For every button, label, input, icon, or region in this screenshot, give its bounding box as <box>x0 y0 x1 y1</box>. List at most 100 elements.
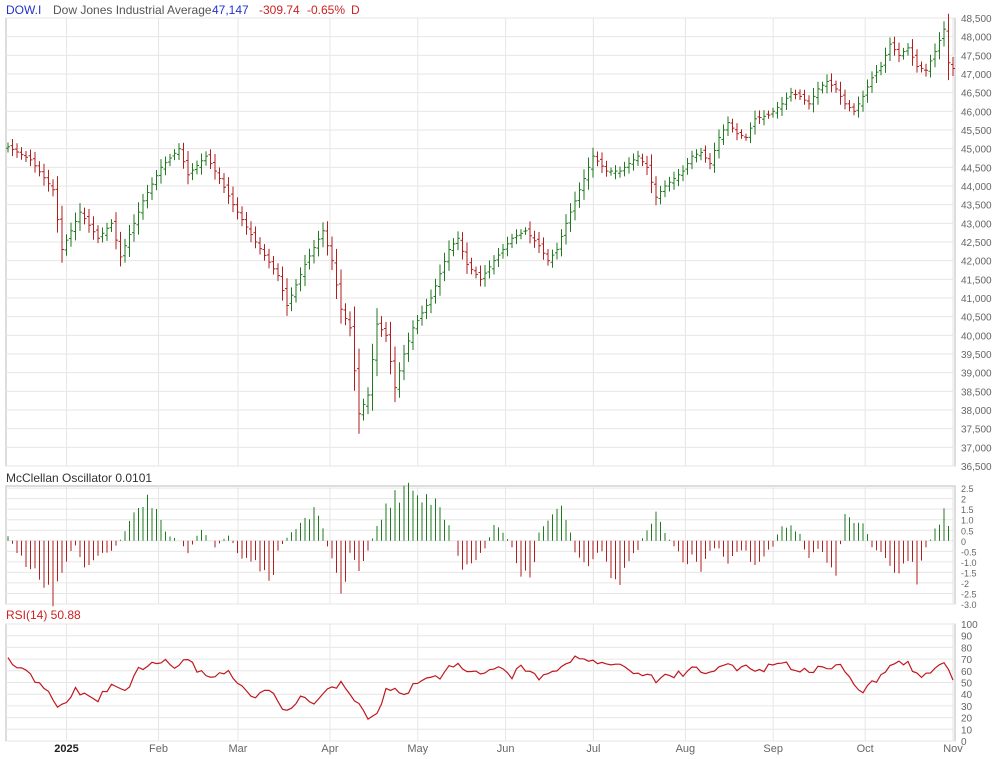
ohlc-bar <box>937 32 942 60</box>
ohlc-bar <box>100 227 105 243</box>
y-tick-label: 48,500 <box>961 14 992 25</box>
ohlc-bar <box>339 269 343 324</box>
mcclellan-label: McClellan Oscillator 0.0101 <box>6 471 152 485</box>
ohlc-bar <box>519 229 523 240</box>
y-tick-label: 20 <box>961 714 973 725</box>
ohlc-bar <box>244 211 249 235</box>
ohlc-bar <box>433 278 438 304</box>
ohlc-bar <box>573 191 577 221</box>
y-tick-label: 38,500 <box>961 387 992 398</box>
ohlc-bar <box>501 243 505 259</box>
ohlc-bar <box>222 173 226 193</box>
ohlc-bar <box>595 151 600 167</box>
ohlc-bar <box>478 265 483 287</box>
ohlc-bar <box>636 150 640 166</box>
ohlc-bar <box>505 236 510 257</box>
ohlc-bar <box>249 221 253 243</box>
ohlc-bar <box>357 348 361 434</box>
ohlc-bar <box>361 398 366 421</box>
ohlc-bar <box>577 182 582 208</box>
ohlc-bar <box>123 238 127 263</box>
y-tick-label: 44,000 <box>961 182 992 193</box>
ohlc-bar <box>631 153 636 171</box>
ohlc-bar <box>388 321 393 375</box>
ohlc-bar <box>802 89 807 105</box>
ohlc-bar <box>865 79 870 103</box>
ohlc-bar <box>267 248 271 269</box>
x-tick-label: Oct <box>857 743 874 755</box>
y-tick-label: 90 <box>961 632 973 643</box>
ohlc-bar <box>127 224 132 257</box>
chart-header: DOW.I Dow Jones Industrial Average 47,14… <box>6 3 360 622</box>
ohlc-bar <box>375 308 379 377</box>
ohlc-bar <box>451 238 456 257</box>
ohlc-bar <box>766 110 771 119</box>
y-tick-label: -1.5 <box>961 568 977 578</box>
y-tick-label: 70 <box>961 655 973 666</box>
ohlc-bar <box>514 229 519 245</box>
ohlc-bar <box>415 315 420 335</box>
y-tick-label: 30 <box>961 702 973 713</box>
change-pct-text: -0.65% <box>307 3 345 17</box>
y-tick-label: 46,000 <box>961 107 992 118</box>
x-tick-label: Jun <box>497 743 515 755</box>
ohlc-bar <box>114 212 118 250</box>
ohlc-bar <box>186 151 190 185</box>
ohlc-bar <box>442 252 447 282</box>
ohlc-bar <box>132 214 136 242</box>
ohlc-bar <box>591 147 595 178</box>
ohlc-bar <box>928 54 933 78</box>
ohlc-bar <box>780 96 784 116</box>
ohlc-bar <box>213 153 217 180</box>
ohlc-bar <box>564 214 568 245</box>
y-tick-label: 1.5 <box>961 505 974 515</box>
ohlc-bar <box>307 248 312 270</box>
ohlc-bar <box>334 248 339 299</box>
ohlc-bar <box>204 151 208 166</box>
y-tick-label: 40 <box>961 690 973 701</box>
y-tick-label: 50 <box>961 679 973 690</box>
ohlc-bar <box>217 167 222 184</box>
ohlc-bar <box>879 61 883 76</box>
interval-text[interactable]: D <box>351 3 360 17</box>
x-tick-label: Sep <box>763 743 783 755</box>
y-tick-label: 0 <box>961 737 967 748</box>
ohlc-bar <box>816 81 820 105</box>
ohlc-bar <box>28 149 33 167</box>
ohlc-bar <box>105 222 109 241</box>
ohlc-bar <box>667 176 672 192</box>
ohlc-bar <box>226 177 231 204</box>
ohlc-bar <box>406 332 411 362</box>
ohlc-bar <box>276 263 280 282</box>
ohlc-bar <box>510 233 514 249</box>
y-tick-label: 44,500 <box>961 163 992 174</box>
y-tick-label: 45,500 <box>961 126 992 137</box>
y-tick-label: 36,500 <box>961 462 992 473</box>
ohlc-bar <box>892 36 897 56</box>
ohlc-bar <box>915 49 919 73</box>
ohlc-bar <box>847 100 852 112</box>
x-tick-label: Feb <box>149 743 168 755</box>
ohlc-bar <box>613 165 618 180</box>
ohlc-bar <box>163 156 168 176</box>
ohlc-bar <box>168 153 172 167</box>
ohlc-bar <box>735 123 739 141</box>
ohlc-bar <box>483 265 487 287</box>
y-tick-label: 45,000 <box>961 145 992 156</box>
ohlc-bar <box>136 202 141 235</box>
ohlc-bar <box>897 42 901 63</box>
ohlc-bar <box>172 149 177 161</box>
ohlc-bar <box>154 170 159 191</box>
ohlc-bar <box>600 152 604 174</box>
ohlc-bar <box>330 236 334 271</box>
ohlc-bar <box>730 118 735 133</box>
ohlc-bar <box>726 116 730 137</box>
ohlc-bar <box>699 147 703 161</box>
ohlc-bar <box>487 260 492 279</box>
ohlc-bar <box>807 95 811 110</box>
y-tick-label: 48,000 <box>961 33 992 44</box>
ohlc-bar <box>681 165 685 182</box>
y-tick-label: 40,000 <box>961 331 992 342</box>
symbol-text[interactable]: DOW.I <box>6 3 41 17</box>
